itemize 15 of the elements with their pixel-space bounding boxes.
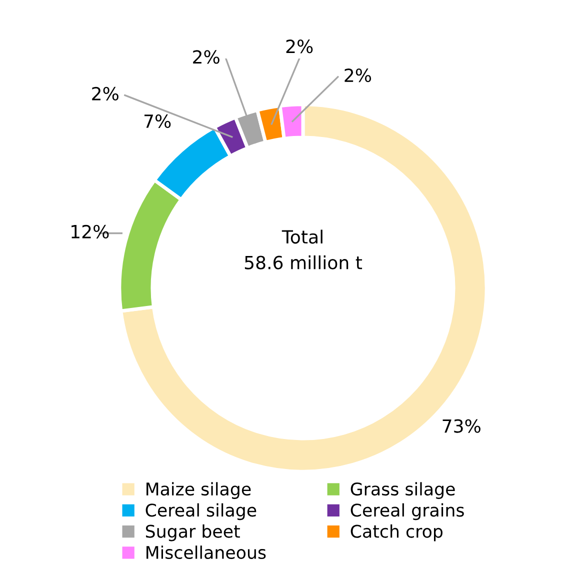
data-label: 2%: [286, 40, 313, 54]
text: Total 58.6 million t: [244, 230, 362, 270]
legend-label: Grass silage: [350, 482, 455, 499]
data-label: 12%: [72, 224, 109, 238]
data-label: 2%: [193, 50, 220, 64]
legend-label: Cereal grains: [350, 503, 464, 520]
legend-label: Sugar beet: [146, 524, 240, 542]
data-label: 2%: [92, 86, 118, 101]
legend-label: Maize silage: [146, 482, 251, 499]
data-label: 73%: [442, 419, 480, 433]
legend-label: Catch crop: [350, 524, 442, 542]
data-label: 2%: [344, 68, 372, 82]
data-label: 7%: [144, 114, 171, 128]
legend-label: Miscellaneous: [146, 546, 266, 560]
legend-label: Cereal silage: [146, 503, 256, 520]
